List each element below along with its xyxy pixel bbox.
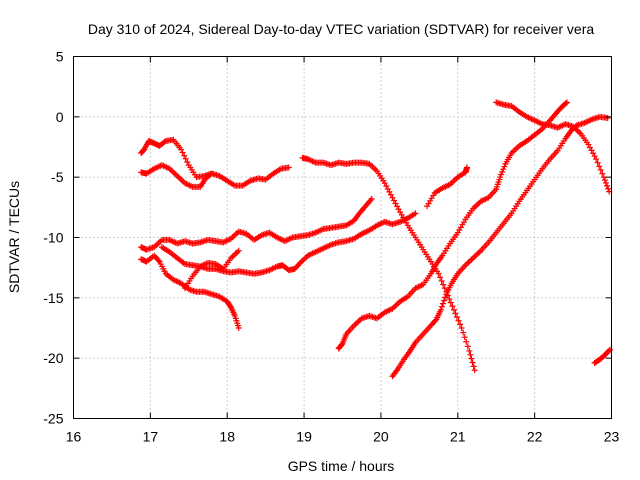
data-point [412,210,419,217]
data-point [602,179,609,186]
x-tick-label: 23 [604,429,620,445]
data-series [299,154,478,374]
y-tick-label: -5 [51,169,64,185]
x-tick-label: 16 [66,429,82,445]
data-series [138,136,292,189]
data-series [335,99,570,352]
data-point [463,338,470,345]
data-point [471,367,478,374]
data-point [458,325,465,331]
y-axis-label: SDTVAR / TECUs [6,181,22,293]
data-series [591,346,613,366]
data-point [438,303,445,310]
y-tick-label: -15 [43,290,63,306]
data-point [457,321,464,328]
grid [73,56,612,419]
data-point [207,171,214,178]
data-point [450,306,457,313]
data-point [442,294,449,301]
data-point [446,296,453,303]
data-point [596,163,603,170]
data-point [432,317,439,324]
y-tick-label: -10 [43,230,63,246]
y-tick-label: -20 [43,350,63,366]
data-point [469,359,476,366]
data-point [594,159,601,166]
data-point [461,334,468,341]
data-series [138,252,242,331]
data-point [441,297,448,304]
axis-ticks: 16 17 18 19 20 21 22 23 -25 -20 -15 -10 -5 0 5 [43,49,619,445]
data-point [464,164,471,171]
data-point [499,168,506,175]
data-point [498,171,505,178]
data-series [424,164,471,210]
x-tick-label: 18 [219,429,235,445]
data-point [449,303,456,310]
data-point [501,163,508,170]
data-point [455,317,462,324]
data-point [452,310,459,317]
data-point [464,343,471,350]
data-point [182,155,189,162]
data-point [285,164,292,171]
data-point [447,299,454,306]
data-point [440,300,447,307]
data-point [599,170,606,177]
chart-title: Day 310 of 2024, Sidereal Day-to-day VTE… [88,21,594,37]
y-tick-label: -25 [43,411,63,427]
data-series [138,195,375,253]
x-axis-label: GPS time / hours [288,458,395,474]
data-point [437,274,444,281]
data-point [601,177,608,184]
data-point [593,156,600,163]
x-tick-label: 19 [296,429,312,445]
data-point [235,325,242,331]
data-point [368,195,375,202]
data-point [235,247,242,254]
data-point [604,115,611,122]
x-tick-label: 17 [143,429,159,445]
data-point [208,170,215,177]
data-point [460,329,467,336]
data-point [597,166,604,173]
data-point [161,138,168,145]
data-point [470,363,477,370]
data-point [296,261,303,268]
data-point [500,166,507,173]
plot-area [138,99,613,380]
data-point [438,277,445,284]
data-point [184,158,191,165]
data-point [563,99,570,106]
x-tick-label: 20 [373,429,389,445]
x-tick-label: 22 [527,429,543,445]
data-point [178,146,185,153]
data-point [604,182,611,189]
y-tick-label: 5 [56,49,64,65]
data-point [562,100,569,107]
data-point [454,314,461,321]
data-point [179,149,186,156]
data-point [605,185,612,192]
data-point [435,270,442,277]
data-point [181,152,188,159]
data-point [437,306,444,313]
data-series [493,99,613,195]
data-point [466,347,473,354]
y-tick-label: 0 [56,109,64,125]
data-point [497,174,504,181]
data-series [138,162,215,190]
data-point [468,355,475,362]
data-point [155,257,162,264]
x-tick-label: 21 [450,429,466,445]
data-point [467,351,474,358]
data-point [440,281,447,288]
data-series [389,113,611,380]
